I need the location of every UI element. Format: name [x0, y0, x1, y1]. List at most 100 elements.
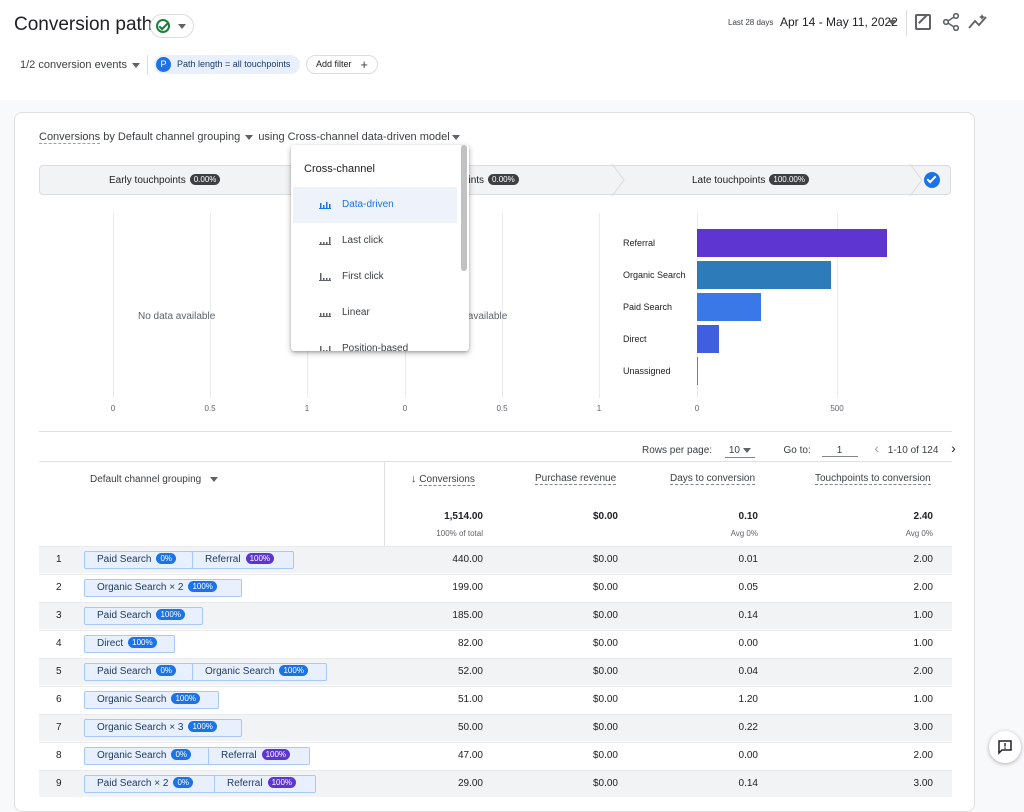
stage-late[interactable]: Late touchpoints 100.00% [692, 174, 809, 186]
col-header-label: Conversions [419, 474, 475, 486]
stage-early[interactable]: Early touchpoints 0.00% [109, 174, 221, 186]
table-row[interactable]: 6 Organic Search 100% 51.00 $0.00 1.20 1.00 [39, 686, 952, 713]
table-row[interactable]: 4 Direct 100% 82.00 $0.00 0.00 1.00 [39, 630, 952, 657]
path-step-pct-badge: 0% [156, 665, 177, 676]
col-header-conversions[interactable]: ↓ Conversions [411, 473, 475, 486]
title-status-pill[interactable] [150, 14, 194, 38]
table-row[interactable]: 7 Organic Search × 3 100% 50.00 $0.00 0.22 3.0… [39, 714, 952, 741]
path-step-pct-badge: 100% [171, 693, 200, 704]
feedback-button[interactable] [989, 731, 1021, 763]
rows-per-page-select[interactable]: 10 [724, 445, 755, 458]
path-step-chip[interactable]: Referral 100% [208, 747, 310, 765]
path-step-chip[interactable]: Direct 100% [84, 635, 175, 653]
path-step-pct-badge: 0% [173, 777, 193, 788]
metric-selector[interactable]: Conversions [39, 131, 101, 144]
dimension-selector[interactable]: by Default channel grouping [103, 131, 241, 143]
menu-scrollbar[interactable] [461, 145, 467, 271]
menu-title: Cross-channel [304, 163, 375, 175]
total-days-sub: Avg 0% [730, 529, 758, 538]
table-row[interactable]: 9 Paid Search × 2 0% Referral 100% 29.00 $0.00… [39, 770, 952, 797]
menu-item-first-click[interactable]: First click [293, 259, 457, 295]
table-row[interactable]: 3 Paid Search 100% 185.00 $0.00 0.14 1.00 [39, 602, 952, 629]
col-header-label: Purchase revenue [535, 473, 617, 485]
goto-input[interactable]: 1 [821, 445, 858, 457]
table-row[interactable]: 2 Organic Search × 2 100% 199.00 $0.00 0.05 2.… [39, 574, 952, 601]
bar[interactable] [697, 325, 720, 353]
gridline [502, 213, 503, 398]
feedback-icon [998, 740, 1012, 755]
add-filter-button[interactable]: Add filter + [306, 55, 378, 74]
chevron-down-icon[interactable] [245, 134, 254, 140]
stage-label: Early touchpoints [109, 175, 186, 186]
menu-item-position-based[interactable]: Position-based [293, 331, 457, 351]
cell-value: $0.00 [592, 722, 618, 733]
menu-item-linear[interactable]: Linear [293, 295, 457, 331]
stage-label: Late touchpoints [692, 175, 766, 186]
row-number: 1 [56, 554, 62, 565]
cell-value: 2.00 [913, 666, 933, 677]
path-step-chip[interactable]: Organic Search × 2 100% [84, 579, 242, 597]
path-step-label: Organic Search [97, 750, 167, 761]
path-step-chip[interactable]: Organic Search × 3 100% [84, 719, 242, 737]
path-step-chip[interactable]: Paid Search × 2 0% [84, 775, 215, 793]
date-range-picker[interactable]: Apr 14 - May 11, 2022 [780, 15, 898, 29]
axis-tick: 0.5 [496, 404, 508, 413]
stage-pct-badge: 0.00% [488, 174, 519, 185]
chevron-down-icon[interactable] [451, 134, 460, 140]
path-length-filter-chip[interactable]: P Path length = all touchpoints [154, 55, 300, 74]
path-step-chip[interactable]: Paid Search 0% [84, 663, 193, 681]
row-number: 6 [56, 694, 62, 705]
total-days: 0.10 [738, 511, 758, 522]
edit-report-icon[interactable] [915, 14, 931, 30]
axis-tick: 0 [402, 404, 408, 413]
model-selector[interactable]: using Cross-channel data-driven model [258, 131, 450, 143]
check-icon[interactable] [924, 172, 940, 188]
bar-chart-icon [320, 346, 331, 351]
cell-value: 0.04 [738, 666, 758, 677]
total-touchpoints: 2.40 [913, 511, 933, 522]
path-step-label: Referral [205, 554, 241, 565]
bar[interactable] [697, 293, 762, 321]
cell-value: 0.22 [738, 722, 758, 733]
cell-value: $0.00 [592, 582, 618, 593]
path-step-chip[interactable]: Organic Search 100% [84, 691, 219, 709]
col-header-revenue[interactable]: Purchase revenue [535, 473, 617, 485]
bar[interactable] [697, 357, 698, 385]
cell-value: 0.01 [738, 554, 758, 565]
column-divider [384, 461, 385, 546]
bar[interactable] [697, 229, 888, 257]
gridline [837, 213, 838, 398]
pagination: Rows per page: 10 Go to: 1 ‹ 1-10 of 124… [642, 440, 956, 458]
next-page-icon[interactable]: › [951, 440, 956, 456]
table-row[interactable]: 8 Organic Search 0% Referral 100% 47.00 $0.00 0… [39, 742, 952, 769]
dimension-header[interactable]: Default channel grouping [90, 474, 218, 485]
table-row[interactable]: 1 Paid Search 0% Referral 100% 440.00 $0.00 0.0… [39, 546, 952, 573]
share-icon[interactable] [942, 13, 960, 31]
table-row[interactable]: 5 Paid Search 0% Organic Search 100% 52.00 $0.… [39, 658, 952, 685]
page-range: 1-10 of 124 [887, 445, 939, 456]
path-step-chip[interactable]: Paid Search 100% [84, 607, 203, 625]
col-header-label: Touchpoints to conversion [815, 473, 931, 485]
insights-icon[interactable] [968, 13, 988, 31]
menu-item-last-click[interactable]: Last click [293, 223, 457, 259]
bar[interactable] [697, 261, 832, 289]
col-header-days[interactable]: Days to conversion [670, 473, 756, 485]
chevron-down-icon[interactable] [888, 20, 896, 25]
conversion-events-dropdown[interactable]: 1/2 conversion events [20, 59, 141, 71]
col-header-touchpoints[interactable]: Touchpoints to conversion [815, 473, 931, 485]
menu-item-data-driven[interactable]: Data-driven [293, 187, 457, 223]
path-step-pct-badge: 100% [279, 665, 308, 676]
path-step-label: Paid Search [97, 554, 152, 565]
path-step-chip[interactable]: Referral 100% [214, 775, 316, 793]
path-step-chip[interactable]: Organic Search 0% [84, 747, 209, 765]
path-step-chip[interactable]: Paid Search 0% [84, 551, 193, 569]
divider [906, 10, 907, 36]
rows-per-page-value: 10 [728, 445, 740, 456]
path-step-chip[interactable]: Referral 100% [192, 551, 294, 569]
axis-tick: 0.5 [204, 404, 216, 413]
prev-page-icon[interactable]: ‹ [874, 440, 879, 456]
path-step-chip[interactable]: Organic Search 100% [192, 663, 327, 681]
axis-tick: 0 [110, 404, 116, 413]
path-step-label: Paid Search [97, 666, 152, 677]
cell-value: $0.00 [592, 750, 618, 761]
